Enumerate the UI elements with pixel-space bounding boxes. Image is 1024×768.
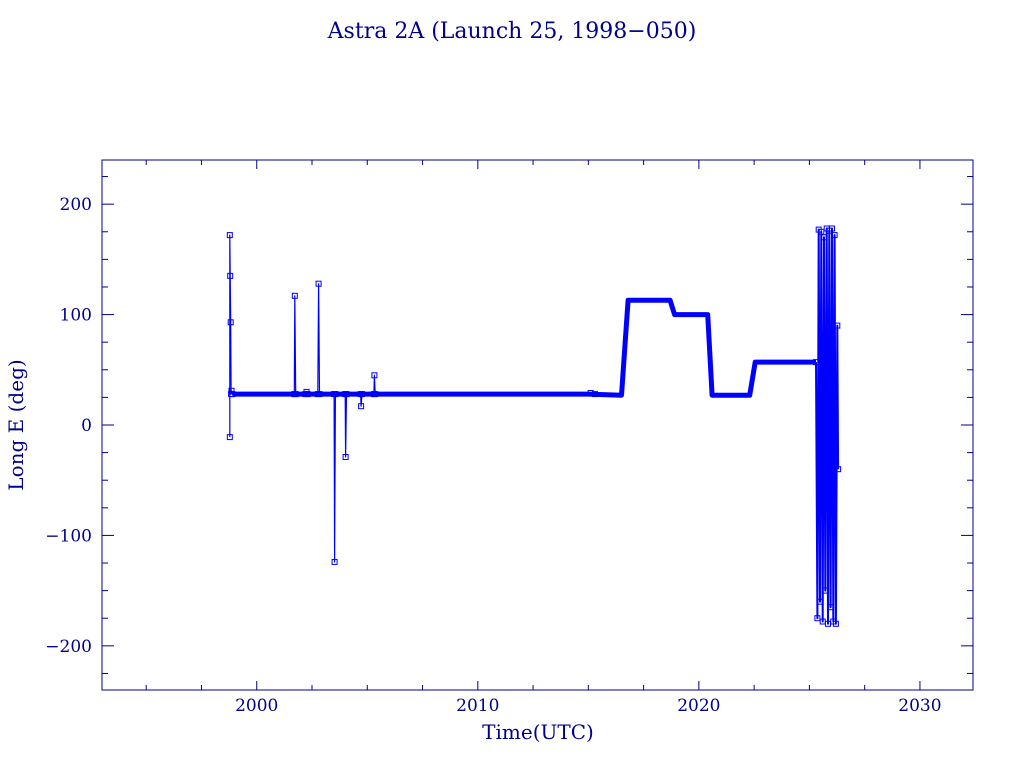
data-point-marker: [831, 232, 838, 239]
x-tick-labels: 2000 2010 2020 2030: [235, 696, 941, 716]
plot-frame: [101, 159, 974, 691]
y-tick-label: 0: [81, 416, 92, 436]
data-point-marker: [226, 434, 233, 441]
data-point-marker: [821, 234, 827, 241]
data-point-marker: [342, 454, 349, 460]
data-point-marker: [358, 403, 365, 410]
axis-ticks: [102, 160, 973, 690]
y-tick-label: −200: [45, 637, 92, 657]
y-tick-label: 200: [60, 195, 92, 215]
data-point-marker: [822, 587, 829, 594]
y-axis-label: Long E (deg): [4, 359, 28, 490]
chart-title: Astra 2A (Launch 25, 1998−050): [327, 19, 697, 44]
y-tick-labels: 200 100 0 −100 −200: [45, 195, 92, 657]
data-point-marker: [832, 620, 839, 627]
data-point-marker: [834, 322, 841, 329]
data-point-marker: [291, 292, 298, 299]
data-point-marker: [226, 232, 233, 239]
x-tick-label: 2030: [898, 696, 941, 716]
data-point-marker: [331, 558, 338, 565]
data-point-marker: [371, 372, 378, 379]
series-line-3: [815, 227, 840, 625]
data-point-marker: [814, 615, 821, 622]
data-point-marker: [228, 387, 235, 394]
y-tick-label: 100: [60, 306, 92, 326]
data-point-marker: [315, 280, 322, 287]
data-point-marker: [813, 359, 819, 366]
data-point-marker: [227, 272, 234, 279]
x-axis-label: Time(UTC): [482, 720, 594, 744]
x-tick-label: 2020: [677, 696, 720, 716]
data-point-marker: [817, 598, 823, 605]
plot-area: [226, 225, 842, 627]
series-line-1: [229, 234, 596, 563]
data-point-marker: [829, 225, 835, 232]
data-point-marker: [835, 466, 842, 473]
x-tick-label: 2000: [235, 696, 278, 716]
data-point-marker: [827, 604, 834, 611]
y-tick-label: −100: [45, 526, 92, 546]
x-tick-label: 2010: [456, 696, 499, 716]
series-line-2: [232, 297, 816, 398]
data-point-marker: [227, 319, 234, 326]
